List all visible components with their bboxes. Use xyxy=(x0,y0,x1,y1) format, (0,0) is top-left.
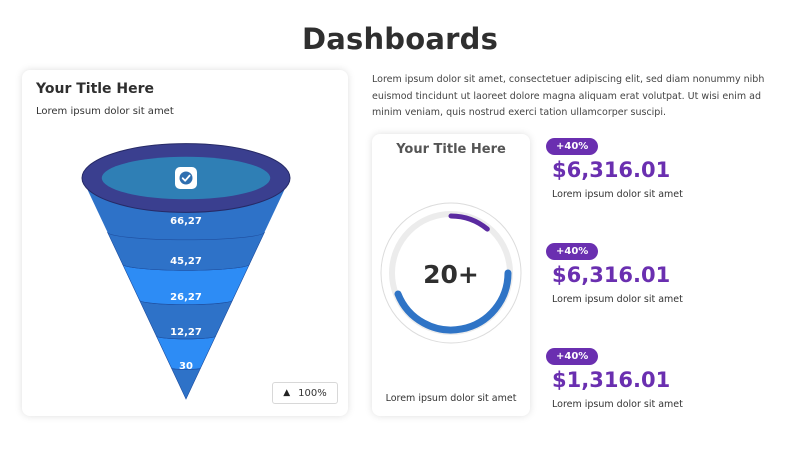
gauge-card-caption: Lorem ipsum dolor sit amet xyxy=(385,393,517,404)
stat-value: $6,316.01 xyxy=(552,263,671,287)
funnel-label: 45,27 xyxy=(170,256,202,267)
gauge-chart: 20+ xyxy=(380,202,522,344)
zoom-label: 100% xyxy=(298,387,327,399)
check-icon-mark xyxy=(181,174,191,182)
funnel-label: 12,27 xyxy=(170,327,202,338)
stat-badge: +40% xyxy=(546,348,599,365)
stat-value: $6,316.01 xyxy=(552,158,671,182)
stat-item: +40% $6,316.01 Lorem ipsum dolor sit ame… xyxy=(546,239,746,305)
funnel-card: Your Title Here Lorem ipsum dolor sit am… xyxy=(22,70,348,416)
funnel-label: 26,27 xyxy=(170,292,202,303)
stat-description: Lorem ipsum dolor sit amet xyxy=(552,294,683,305)
funnel-segment xyxy=(107,231,265,271)
page-title: Dashboards xyxy=(301,22,499,56)
check-icon-circle xyxy=(179,171,193,185)
triangle-up-icon: ▲ xyxy=(283,388,291,398)
gauge-value: 20+ xyxy=(423,260,479,289)
intro-paragraph: Lorem ipsum dolor sit amet, consectetuer… xyxy=(372,74,765,118)
funnel-label: 30 xyxy=(179,361,193,372)
stat-badge: +40% xyxy=(546,138,599,155)
gauge-arc-purple xyxy=(448,213,490,232)
gauge-outer-ring xyxy=(380,202,522,344)
zoom-button[interactable]: ▲ 100% xyxy=(272,382,338,404)
stat-badge: +40% xyxy=(546,243,599,260)
gauge-card: Your Title Here 20+ Lorem ipsum dolor si… xyxy=(372,134,530,416)
stat-item: +40% $1,316.01 Lorem ipsum dolor sit ame… xyxy=(546,344,746,410)
stat-description: Lorem ipsum dolor sit amet xyxy=(552,399,683,410)
stat-description: Lorem ipsum dolor sit amet xyxy=(552,189,683,200)
funnel-segment xyxy=(171,367,201,400)
funnel-label: 66,27 xyxy=(170,216,202,227)
funnel-chart: 66,27 45,27 26,27 12,27 30 xyxy=(81,143,291,400)
gauge-arc-blue xyxy=(394,269,512,334)
funnel-card-subtitle: Lorem ipsum dolor sit amet xyxy=(36,106,174,117)
stat-item: +40% $6,316.01 Lorem ipsum dolor sit ame… xyxy=(546,134,746,200)
gauge-card-title: Your Title Here xyxy=(396,142,506,157)
funnel-card-title: Your Title Here xyxy=(36,81,155,97)
stat-value: $1,316.01 xyxy=(552,368,671,392)
